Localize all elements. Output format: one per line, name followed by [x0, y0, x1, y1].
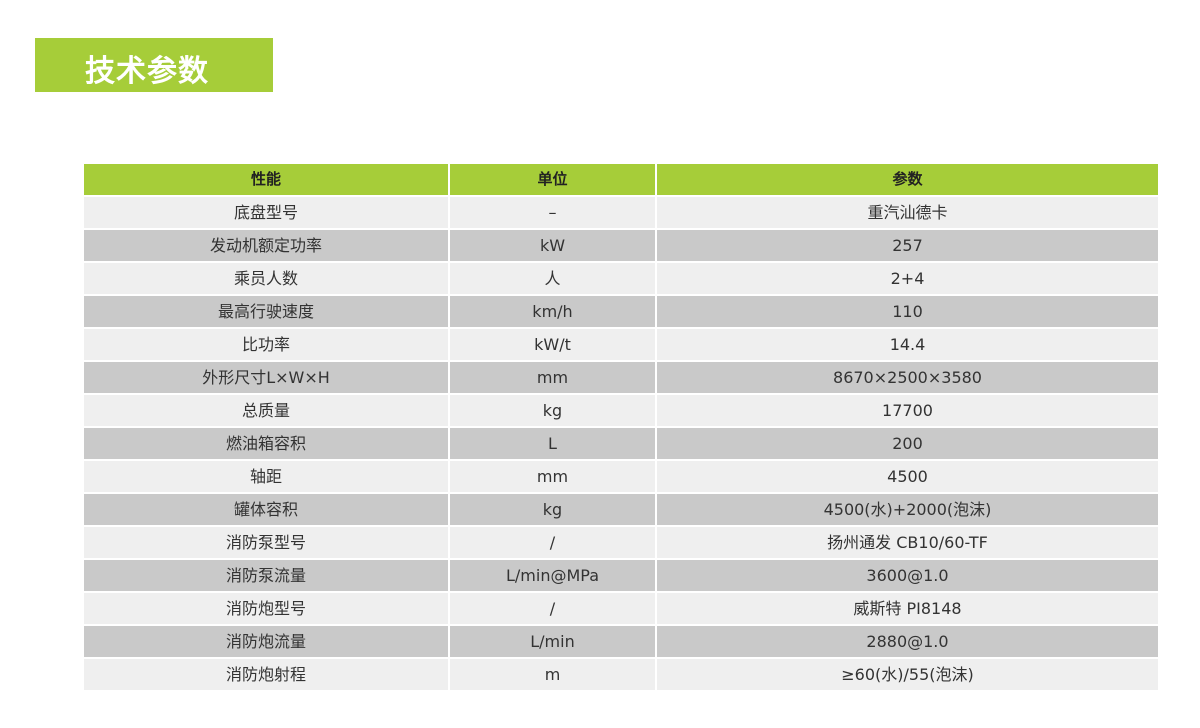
table-row: 消防炮射程 m ≥60(水)/55(泡沫): [84, 659, 1158, 690]
cell-performance: 消防炮型号: [84, 593, 448, 624]
cell-parameter: 3600@1.0: [657, 560, 1158, 591]
table-row: 轴距 mm 4500: [84, 461, 1158, 492]
cell-parameter: 8670×2500×3580: [657, 362, 1158, 393]
cell-parameter: 重汽汕德卡: [657, 197, 1158, 228]
cell-performance: 消防泵型号: [84, 527, 448, 558]
table-row: 燃油箱容积 L 200: [84, 428, 1158, 459]
cell-performance: 外形尺寸L×W×H: [84, 362, 448, 393]
cell-performance: 乘员人数: [84, 263, 448, 294]
table-row: 外形尺寸L×W×H mm 8670×2500×3580: [84, 362, 1158, 393]
cell-unit: –: [450, 197, 655, 228]
cell-unit: km/h: [450, 296, 655, 327]
cell-performance: 罐体容积: [84, 494, 448, 525]
cell-unit: m: [450, 659, 655, 690]
cell-performance: 比功率: [84, 329, 448, 360]
cell-parameter: 2880@1.0: [657, 626, 1158, 657]
cell-performance: 底盘型号: [84, 197, 448, 228]
table-row: 最高行驶速度 km/h 110: [84, 296, 1158, 327]
cell-unit: L/min@MPa: [450, 560, 655, 591]
cell-performance: 消防泵流量: [84, 560, 448, 591]
cell-unit: L/min: [450, 626, 655, 657]
cell-performance: 发动机额定功率: [84, 230, 448, 261]
cell-parameter: 200: [657, 428, 1158, 459]
cell-performance: 最高行驶速度: [84, 296, 448, 327]
spec-table: 性能 单位 参数 底盘型号 – 重汽汕德卡 发动机额定功率 kW 257 乘员人数人 2+4 最…: [82, 162, 1160, 692]
cell-parameter: 4500: [657, 461, 1158, 492]
table-row: 消防泵流量 L/min@MPa 3600@1.0: [84, 560, 1158, 591]
cell-parameter: 257: [657, 230, 1158, 261]
header-parameter: 参数: [657, 164, 1158, 195]
cell-performance: 消防炮流量: [84, 626, 448, 657]
cell-unit: mm: [450, 461, 655, 492]
cell-parameter: 2+4: [657, 263, 1158, 294]
table-header-row: 性能 单位 参数: [84, 164, 1158, 195]
cell-parameter: ≥60(水)/55(泡沫): [657, 659, 1158, 690]
table-row: 总质量 kg 17700: [84, 395, 1158, 426]
header-unit: 单位: [450, 164, 655, 195]
cell-unit: /: [450, 593, 655, 624]
cell-performance: 燃油箱容积: [84, 428, 448, 459]
cell-unit: kg: [450, 494, 655, 525]
table-row: 乘员人数人 2+4: [84, 263, 1158, 294]
cell-performance: 总质量: [84, 395, 448, 426]
table-row: 消防炮流量 L/min 2880@1.0: [84, 626, 1158, 657]
cell-parameter: 扬州通发 CB10/60-TF: [657, 527, 1158, 558]
section-title: 技术参数: [85, 54, 209, 89]
cell-parameter: 14.4: [657, 329, 1158, 360]
cell-parameter: 威斯特 PI8148: [657, 593, 1158, 624]
cell-performance: 消防炮射程: [84, 659, 448, 690]
table-row: 消防炮型号 / 威斯特 PI8148: [84, 593, 1158, 624]
cell-unit: mm: [450, 362, 655, 393]
cell-parameter: 17700: [657, 395, 1158, 426]
table-row: 比功率 kW/t 14.4: [84, 329, 1158, 360]
cell-unit: kW/t: [450, 329, 655, 360]
cell-unit: L: [450, 428, 655, 459]
header-performance: 性能: [84, 164, 448, 195]
cell-unit: /: [450, 527, 655, 558]
table-row: 罐体容积 kg 4500(水)+2000(泡沫): [84, 494, 1158, 525]
cell-parameter: 110: [657, 296, 1158, 327]
table-row: 底盘型号 – 重汽汕德卡: [84, 197, 1158, 228]
cell-parameter: 4500(水)+2000(泡沫): [657, 494, 1158, 525]
section-title-banner: 技术参数: [35, 38, 273, 92]
cell-unit: 人: [450, 263, 655, 294]
cell-performance: 轴距: [84, 461, 448, 492]
cell-unit: kg: [450, 395, 655, 426]
table-row: 消防泵型号 / 扬州通发 CB10/60-TF: [84, 527, 1158, 558]
cell-unit: kW: [450, 230, 655, 261]
table-row: 发动机额定功率 kW 257: [84, 230, 1158, 261]
